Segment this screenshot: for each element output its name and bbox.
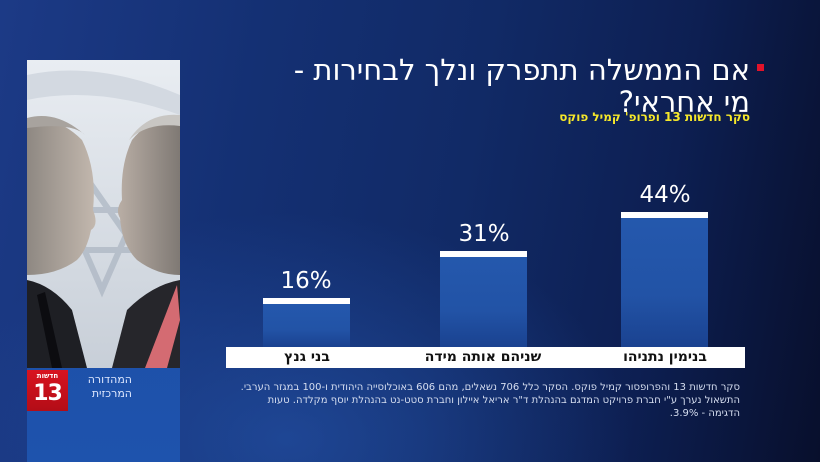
bar-gantz [263,298,350,347]
bar-both [440,251,527,347]
category-label-both: שניהם אותה מידה [424,349,542,365]
bar-value-both: 31% [458,221,510,247]
poll-title: אם הממשלה תתפרק ונלך לבחירות - מי אחראי? [293,53,750,119]
poll-subtitle: סקר חדשות 13 ופרופ' קמיל פוקס [559,110,750,124]
edition-name: המהדורה המרכזית [72,373,132,401]
poll-methodology-footnote: סקר חדשות 13 והפרופסור קמיל פוקס. הסקר כ… [240,382,740,419]
title-bullet-icon [757,64,764,71]
edition-line-1: המהדורה [87,373,132,386]
category-label-gantz: בני גנץ [284,349,330,365]
candidates-photo [27,60,180,368]
logo-top-text: חדשות [36,372,59,380]
bar-value-netanyahu: 44% [639,182,691,208]
category-label-netanyahu: בנימין נתניהו [623,349,707,365]
gantz-netanyahu-photo-icon [27,60,180,368]
bar-netanyahu [621,212,708,347]
channel-13-logo: חדשות 13 [27,370,68,411]
logo-number: 13 [33,381,63,406]
edition-line-2: המרכזית [91,387,132,400]
bar-value-gantz: 16% [280,268,332,294]
category-label-strip [226,347,745,368]
